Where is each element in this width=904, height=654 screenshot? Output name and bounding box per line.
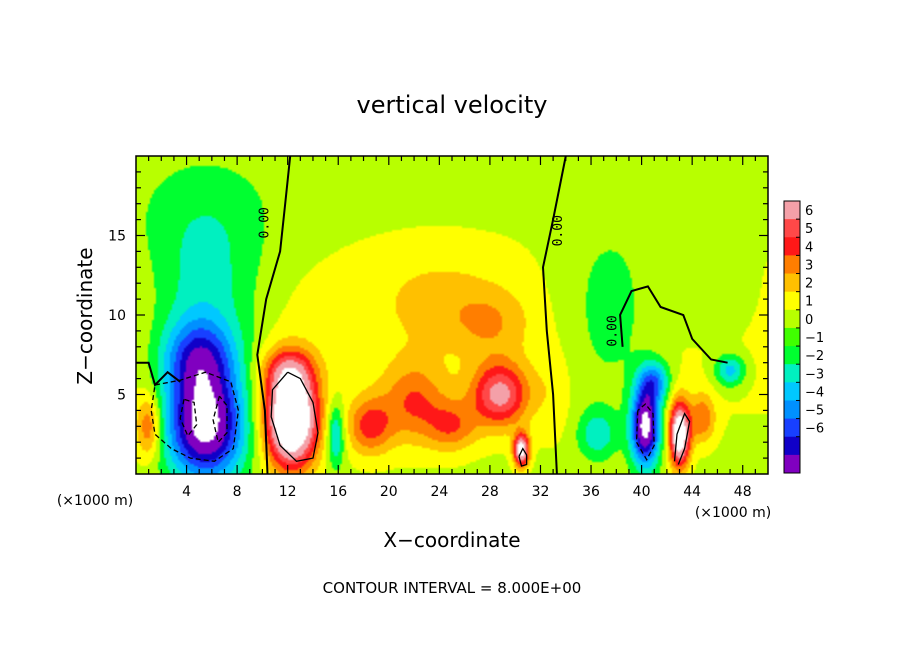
contour-label: 0.00 xyxy=(258,207,273,238)
zero-contour-line xyxy=(541,155,567,475)
colorbar-swatch xyxy=(784,418,800,438)
contour-label: 0.00 xyxy=(551,215,566,246)
contour-interval-footer: CONTOUR INTERVAL = 8.000E+00 xyxy=(323,579,582,597)
zero-contour-line xyxy=(256,155,292,475)
colorbar-swatch xyxy=(784,273,800,293)
positive-contour-line xyxy=(673,412,691,465)
colorbar-tick-label: −2 xyxy=(805,349,824,364)
y-tick-label: 15 xyxy=(108,229,126,245)
colorbar-tick-label: 6 xyxy=(805,204,813,219)
x-axis-label: X−coordinate xyxy=(383,528,520,552)
colorbar-swatch xyxy=(784,291,800,311)
chart-title: vertical velocity xyxy=(357,91,548,119)
colorbar-swatch xyxy=(784,436,800,456)
x-unit-right: (×1000 m) xyxy=(695,505,771,521)
x-tick-label: 44 xyxy=(683,484,701,500)
colorbar-tick-label: −5 xyxy=(805,404,824,419)
colorbar-tick-label: −3 xyxy=(805,367,824,382)
colorbar-swatch xyxy=(784,400,800,420)
colorbar-legend: 6 5 4 3 2 1 0 −1 −2 −3 −4 −5 −6 xyxy=(783,200,824,474)
x-tick-label: 16 xyxy=(329,484,347,500)
x-tick-label: 32 xyxy=(532,484,550,500)
positive-contour-line xyxy=(518,447,528,467)
x-axis: 4 8 12 16 20 24 28 32 36 40 44 48 xyxy=(148,156,756,500)
colorbar-swatch xyxy=(784,454,800,474)
colorbar-swatch xyxy=(784,346,800,365)
colorbar-tick-label: 0 xyxy=(805,313,813,328)
heatmap-field xyxy=(136,156,768,474)
colorbar-tick-label: −6 xyxy=(805,422,824,437)
colorbar-tick-label: −1 xyxy=(805,331,824,346)
colorbar-swatch xyxy=(784,309,800,329)
colorbar-tick-label: 5 xyxy=(805,222,813,237)
contour-label: 0.00 xyxy=(605,315,620,346)
negative-contour-line xyxy=(635,403,655,462)
x-unit-left: (×1000 m) xyxy=(57,493,133,509)
colorbar-tick-label: 4 xyxy=(805,240,813,255)
x-tick-label: 28 xyxy=(481,484,499,500)
colorbar-tick-label: −4 xyxy=(805,385,824,400)
x-tick-label: 4 xyxy=(182,484,191,500)
colorbar-tick-label: 2 xyxy=(805,277,813,292)
plot-area: 0.00 0.00 0.00 xyxy=(135,155,769,475)
x-tick-label: 24 xyxy=(430,484,448,500)
positive-contour-line xyxy=(270,371,319,463)
negative-contour-line xyxy=(150,371,240,462)
x-tick-label: 20 xyxy=(380,484,398,500)
colorbar-swatch xyxy=(784,327,800,347)
x-tick-label: 36 xyxy=(582,484,600,500)
x-tick-label: 12 xyxy=(279,484,297,500)
y-axis: 5 10 15 xyxy=(108,171,768,459)
y-tick-label: 10 xyxy=(108,308,126,324)
colorbar-tick-label: 3 xyxy=(805,258,813,273)
x-tick-label: 8 xyxy=(233,484,242,500)
colorbar-swatch xyxy=(784,255,800,275)
colorbar-swatch xyxy=(784,382,800,401)
y-tick-label: 5 xyxy=(117,388,126,404)
x-tick-label: 40 xyxy=(633,484,651,500)
negative-contour-line xyxy=(212,395,228,444)
colorbar-tick-label: 1 xyxy=(805,295,813,310)
colorbar-swatch xyxy=(784,364,800,383)
zero-contour-line xyxy=(619,285,728,364)
colorbar-frame xyxy=(783,200,801,474)
colorbar-swatch xyxy=(784,201,800,220)
colorbar-swatch xyxy=(784,237,800,256)
x-tick-label: 48 xyxy=(734,484,752,500)
colorbar-swatch xyxy=(784,219,800,238)
y-axis-label: Z−coordinate xyxy=(73,247,97,384)
negative-contour-line xyxy=(179,398,198,438)
